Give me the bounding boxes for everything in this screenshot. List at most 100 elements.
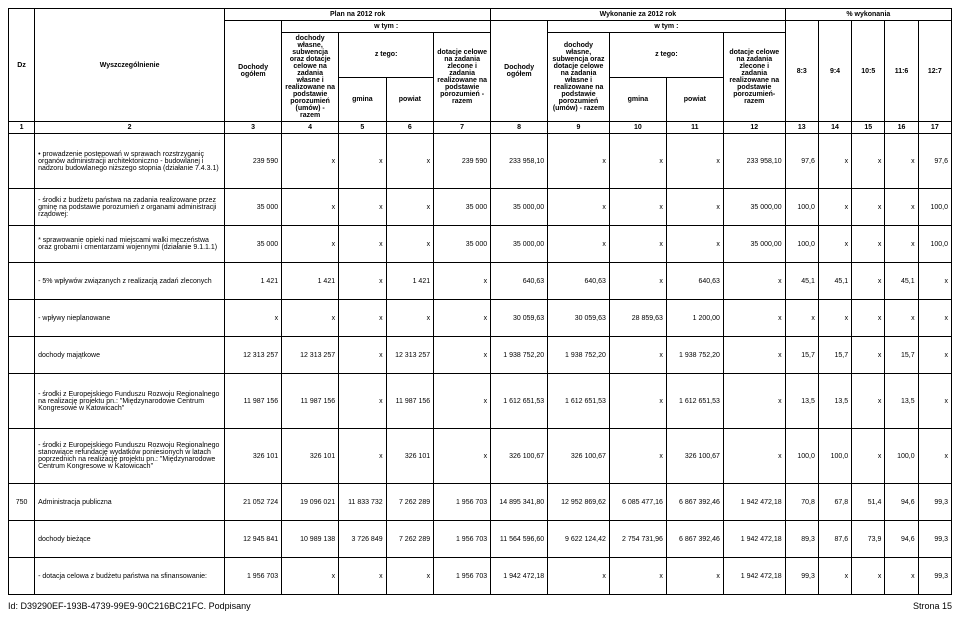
num-15: 15	[852, 122, 885, 134]
number-row: 1 2 3 4 5 6 7 8 9 10 11 12 13 14 15 16 1…	[9, 122, 952, 134]
col-gmina1: gmina	[339, 77, 387, 122]
cell-value: 6 867 392,46	[666, 521, 723, 558]
table-body: • prowadzenie postępowań w sprawach rozs…	[9, 134, 952, 595]
num-4: 4	[282, 122, 339, 134]
footer-id: Id: D39290EF-193B-4739-99E9-90C216BC21FC…	[8, 601, 251, 611]
cell-value: x	[666, 134, 723, 189]
cell-value: 30 059,63	[548, 300, 610, 337]
cell-dz	[9, 226, 35, 263]
cell-value: x	[852, 300, 885, 337]
col-dochody1: Dochody ogółem	[225, 21, 282, 122]
cell-value: 1 938 752,20	[548, 337, 610, 374]
cell-value: 100,0	[818, 429, 851, 484]
cell-value: 13,5	[785, 374, 818, 429]
cell-value: 7 262 289	[386, 484, 434, 521]
cell-value: x	[609, 189, 666, 226]
col-wysz: Wyszczególnienie	[35, 9, 225, 122]
col-pct: % wykonania	[785, 9, 951, 21]
cell-value: 45,1	[785, 263, 818, 300]
cell-value: x	[918, 337, 951, 374]
cell-value: 100,0	[785, 226, 818, 263]
cell-desc: - 5% wpływów związanych z realizacją zad…	[35, 263, 225, 300]
cell-desc: - dotacja celowa z budżetu państwa na sf…	[35, 558, 225, 595]
num-5: 5	[339, 122, 387, 134]
col-14: 9:4	[818, 21, 851, 122]
cell-value: 14 895 341,80	[491, 484, 548, 521]
cell-value: x	[609, 429, 666, 484]
cell-value: 1 956 703	[434, 558, 491, 595]
cell-value: x	[609, 337, 666, 374]
cell-value: 12 945 841	[225, 521, 282, 558]
cell-value: x	[434, 429, 491, 484]
cell-value: 326 101	[282, 429, 339, 484]
cell-value: x	[723, 429, 785, 484]
cell-value: 19 096 021	[282, 484, 339, 521]
cell-desc: - wpływy nieplanowane	[35, 300, 225, 337]
cell-value: x	[852, 429, 885, 484]
cell-value: 11 987 156	[386, 374, 434, 429]
cell-dz	[9, 189, 35, 226]
cell-value: x	[386, 226, 434, 263]
cell-value: 73,9	[852, 521, 885, 558]
num-16: 16	[885, 122, 918, 134]
cell-value: x	[339, 134, 387, 189]
cell-value: 1 942 472,18	[491, 558, 548, 595]
cell-value: x	[818, 226, 851, 263]
col-9h: dochody własne, subwencja oraz dotacje c…	[548, 33, 610, 122]
cell-value: x	[225, 300, 282, 337]
cell-value: 3 726 849	[339, 521, 387, 558]
cell-value: 1 956 703	[225, 558, 282, 595]
col-powiat2: powiat	[666, 77, 723, 122]
cell-value: x	[339, 337, 387, 374]
cell-value: 1 421	[225, 263, 282, 300]
cell-value: 97,6	[918, 134, 951, 189]
cell-value: 233 958,10	[723, 134, 785, 189]
cell-value: x	[548, 134, 610, 189]
cell-value: 1 942 472,18	[723, 484, 785, 521]
cell-value: 11 987 156	[282, 374, 339, 429]
cell-value: 12 313 257	[386, 337, 434, 374]
cell-value: x	[852, 226, 885, 263]
cell-value: x	[282, 134, 339, 189]
col-wtym1: w tym :	[282, 21, 491, 33]
num-9: 9	[548, 122, 610, 134]
cell-value: 21 052 724	[225, 484, 282, 521]
num-14: 14	[818, 122, 851, 134]
cell-value: 12 313 257	[282, 337, 339, 374]
cell-value: 35 000	[225, 226, 282, 263]
cell-dz	[9, 521, 35, 558]
cell-value: 35 000,00	[491, 226, 548, 263]
cell-value: 326 101	[225, 429, 282, 484]
cell-value: 10 989 138	[282, 521, 339, 558]
col-powiat1: powiat	[386, 77, 434, 122]
cell-value: 35 000,00	[491, 189, 548, 226]
col-wykonanie: Wykonanie za 2012 rok	[491, 9, 786, 21]
cell-value: x	[548, 226, 610, 263]
cell-desc: * sprawowanie opieki nad miejscami walki…	[35, 226, 225, 263]
cell-value: x	[818, 189, 851, 226]
num-13: 13	[785, 122, 818, 134]
col-ztego1: z tego:	[339, 33, 434, 78]
cell-value: 326 100,67	[548, 429, 610, 484]
cell-value: 97,6	[785, 134, 818, 189]
cell-value: 94,6	[885, 521, 918, 558]
cell-value: x	[434, 374, 491, 429]
cell-value: 326 100,67	[491, 429, 548, 484]
num-10: 10	[609, 122, 666, 134]
cell-value: x	[852, 558, 885, 595]
num-7: 7	[434, 122, 491, 134]
cell-value: 35 000,00	[723, 189, 785, 226]
col-wtym2: w tym :	[548, 21, 786, 33]
cell-value: 45,1	[818, 263, 851, 300]
cell-desc: - środki z Europejskiego Funduszu Rozwoj…	[35, 374, 225, 429]
cell-value: 640,63	[548, 263, 610, 300]
cell-value: x	[885, 300, 918, 337]
cell-value: x	[818, 300, 851, 337]
col-17: 12:7	[918, 21, 951, 122]
cell-value: 35 000	[225, 189, 282, 226]
cell-value: x	[918, 429, 951, 484]
cell-value: 1 956 703	[434, 484, 491, 521]
cell-value: x	[282, 226, 339, 263]
cell-value: x	[282, 189, 339, 226]
num-11: 11	[666, 122, 723, 134]
